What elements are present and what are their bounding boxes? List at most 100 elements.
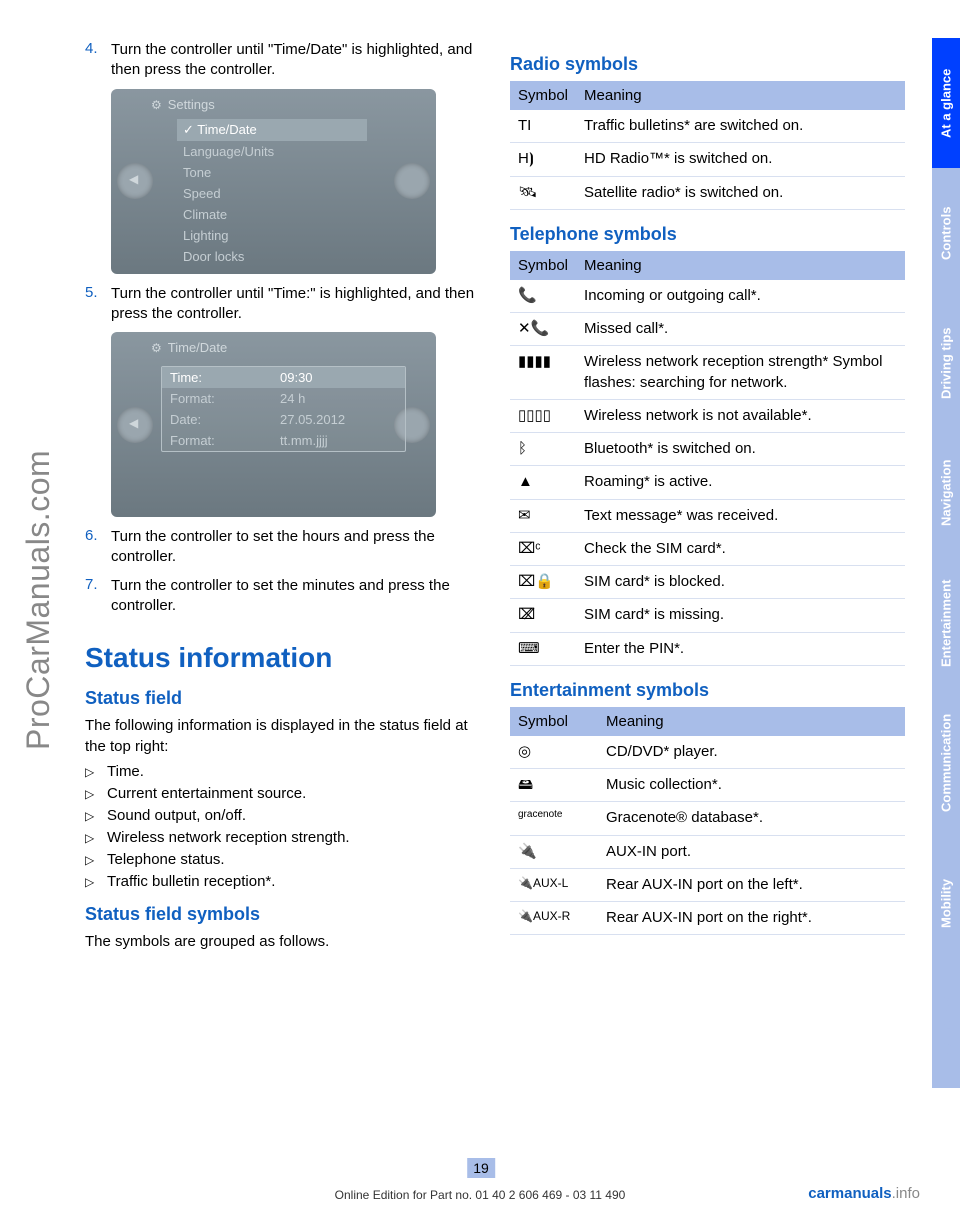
page-number: 19 bbox=[465, 1160, 495, 1176]
symbol-icon: ⌧ᶜ bbox=[510, 532, 576, 565]
symbol-meaning: Rear AUX-IN port on the right*. bbox=[598, 902, 905, 935]
settings-screenshot: Settings Time/Date Language/Units Tone S… bbox=[111, 89, 436, 274]
symbol-meaning: Bluetooth* is switched on. bbox=[576, 433, 905, 466]
table-row: H⦘HD Radio™* is switched on. bbox=[510, 143, 905, 176]
symbol-icon: 📞 bbox=[510, 280, 576, 313]
row-label: Time: bbox=[162, 367, 272, 388]
footer-edition: Online Edition for Part no. 01 40 2 606 … bbox=[335, 1188, 626, 1202]
row-value: 27.05.2012 bbox=[272, 409, 405, 430]
heading-status-field: Status field bbox=[85, 688, 480, 709]
footer-brand: carmanuals.info bbox=[808, 1185, 920, 1202]
footer-brand-suffix: .info bbox=[892, 1185, 920, 1202]
table-row: ▮▮▮▮Wireless network reception strength*… bbox=[510, 346, 905, 400]
symbol-meaning: Gracenote® database*. bbox=[598, 802, 905, 835]
watermark: ProCarManuals.com bbox=[20, 450, 57, 750]
symbol-icon: ✉ bbox=[510, 499, 576, 532]
side-tabs: At a glance Controls Driving tips Naviga… bbox=[932, 38, 960, 1088]
step-number: 6. bbox=[85, 527, 111, 568]
symbol-icon: 🔌AUX-L bbox=[510, 868, 598, 901]
symbol-icon: ✕📞 bbox=[510, 313, 576, 346]
symbol-meaning: SIM card* is blocked. bbox=[576, 566, 905, 599]
symbols-intro: The symbols are grouped as follows. bbox=[85, 931, 480, 952]
right-column: Radio symbols Symbol Meaning TITraffic b… bbox=[510, 40, 905, 958]
table-row: ᛒBluetooth* is switched on. bbox=[510, 433, 905, 466]
table-row: 🔌AUX-LRear AUX-IN port on the left*. bbox=[510, 868, 905, 901]
symbol-meaning: Check the SIM card*. bbox=[576, 532, 905, 565]
symbol-meaning: Wireless network reception strength* Sym… bbox=[576, 346, 905, 400]
table-row: ⌧🔒SIM card* is blocked. bbox=[510, 566, 905, 599]
symbol-meaning: Traffic bulletins* are switched on. bbox=[576, 110, 905, 143]
symbol-icon: ⌨ bbox=[510, 632, 576, 665]
list-item: Telephone status. bbox=[85, 851, 480, 868]
tab-controls[interactable]: Controls bbox=[932, 168, 960, 298]
step-text: Turn the controller until "Time/Date" is… bbox=[111, 40, 480, 81]
step-6: 6. Turn the controller to set the hours … bbox=[85, 527, 480, 568]
step-4: 4. Turn the controller until "Time/Date"… bbox=[85, 40, 480, 81]
menu-item: Time/Date bbox=[177, 119, 367, 141]
tab-communication[interactable]: Communication bbox=[932, 688, 960, 838]
menu-item: Lighting bbox=[177, 225, 367, 246]
knob-left-icon bbox=[117, 163, 153, 199]
tab-navigation[interactable]: Navigation bbox=[932, 428, 960, 558]
row-value: tt.mm.jjjj bbox=[272, 430, 405, 451]
symbol-icon: ⌧🔒 bbox=[510, 566, 576, 599]
symbol-icon: H⦘ bbox=[510, 143, 576, 176]
row-label: Format: bbox=[162, 430, 272, 451]
radio-symbols-table: Symbol Meaning TITraffic bulletins* are … bbox=[510, 81, 905, 210]
tab-entertainment[interactable]: Entertainment bbox=[932, 558, 960, 688]
step-number: 7. bbox=[85, 576, 111, 617]
table-row: 🔌AUX-RRear AUX-IN port on the right*. bbox=[510, 902, 905, 935]
table-row: ⌧̸SIM card* is missing. bbox=[510, 599, 905, 632]
screenshot-title: Time/Date bbox=[151, 340, 227, 355]
symbol-meaning: Text message* was received. bbox=[576, 499, 905, 532]
entertainment-symbols-table: Symbol Meaning ◎CD/DVD* player. 🖴Music c… bbox=[510, 707, 905, 936]
table-row: ▯▯▯▯Wireless network is not available*. bbox=[510, 399, 905, 432]
menu-item: Door locks bbox=[177, 246, 367, 267]
table-row: ✕📞Missed call*. bbox=[510, 313, 905, 346]
symbol-meaning: Roaming* is active. bbox=[576, 466, 905, 499]
tab-at-a-glance[interactable]: At a glance bbox=[932, 38, 960, 168]
symbol-meaning: AUX-IN port. bbox=[598, 835, 905, 868]
step-number: 5. bbox=[85, 284, 111, 325]
list-item: Traffic bulletin reception*. bbox=[85, 873, 480, 890]
step-text: Turn the controller to set the hours and… bbox=[111, 527, 480, 568]
heading-status-field-symbols: Status field symbols bbox=[85, 904, 480, 925]
heading-telephone-symbols: Telephone symbols bbox=[510, 224, 905, 245]
settings-menu: Time/Date Language/Units Tone Speed Clim… bbox=[177, 119, 367, 267]
symbol-icon: 🛰 bbox=[510, 176, 576, 209]
table-row: 📞Incoming or outgoing call*. bbox=[510, 280, 905, 313]
knob-right-icon bbox=[394, 163, 430, 199]
table-header-row: Symbol Meaning bbox=[510, 707, 905, 736]
row-value: 09:30 bbox=[272, 367, 405, 388]
header-symbol: Symbol bbox=[510, 251, 576, 280]
table-header-row: Symbol Meaning bbox=[510, 81, 905, 110]
step-number: 4. bbox=[85, 40, 111, 81]
page-content: 4. Turn the controller until "Time/Date"… bbox=[85, 40, 905, 958]
step-7: 7. Turn the controller to set the minute… bbox=[85, 576, 480, 617]
header-meaning: Meaning bbox=[576, 251, 905, 280]
tab-driving-tips[interactable]: Driving tips bbox=[932, 298, 960, 428]
knob-left-icon bbox=[117, 407, 153, 443]
table-header-row: Symbol Meaning bbox=[510, 251, 905, 280]
symbol-meaning: CD/DVD* player. bbox=[598, 736, 905, 769]
symbol-icon: ▲ bbox=[510, 466, 576, 499]
menu-item: Climate bbox=[177, 204, 367, 225]
list-item: Sound output, on/off. bbox=[85, 807, 480, 824]
header-symbol: Symbol bbox=[510, 81, 576, 110]
timedate-screenshot: Time/Date Time: 09:30 Format: 24 h Date:… bbox=[111, 332, 436, 517]
symbol-icon: 🔌AUX-R bbox=[510, 902, 598, 935]
symbol-meaning: HD Radio™* is switched on. bbox=[576, 143, 905, 176]
symbol-meaning: Music collection*. bbox=[598, 769, 905, 802]
timedate-table: Time: 09:30 Format: 24 h Date: 27.05.201… bbox=[161, 366, 406, 452]
table-row: ▲Roaming* is active. bbox=[510, 466, 905, 499]
header-symbol: Symbol bbox=[510, 707, 598, 736]
symbol-icon: ◎ bbox=[510, 736, 598, 769]
telephone-symbols-table: Symbol Meaning 📞Incoming or outgoing cal… bbox=[510, 251, 905, 666]
table-row: ⌨Enter the PIN*. bbox=[510, 632, 905, 665]
list-item: Wireless network reception strength. bbox=[85, 829, 480, 846]
tab-reference[interactable]: Reference bbox=[932, 968, 960, 1088]
symbol-icon: TI bbox=[510, 110, 576, 143]
tab-mobility[interactable]: Mobility bbox=[932, 838, 960, 968]
row-label: Format: bbox=[162, 388, 272, 409]
header-meaning: Meaning bbox=[598, 707, 905, 736]
